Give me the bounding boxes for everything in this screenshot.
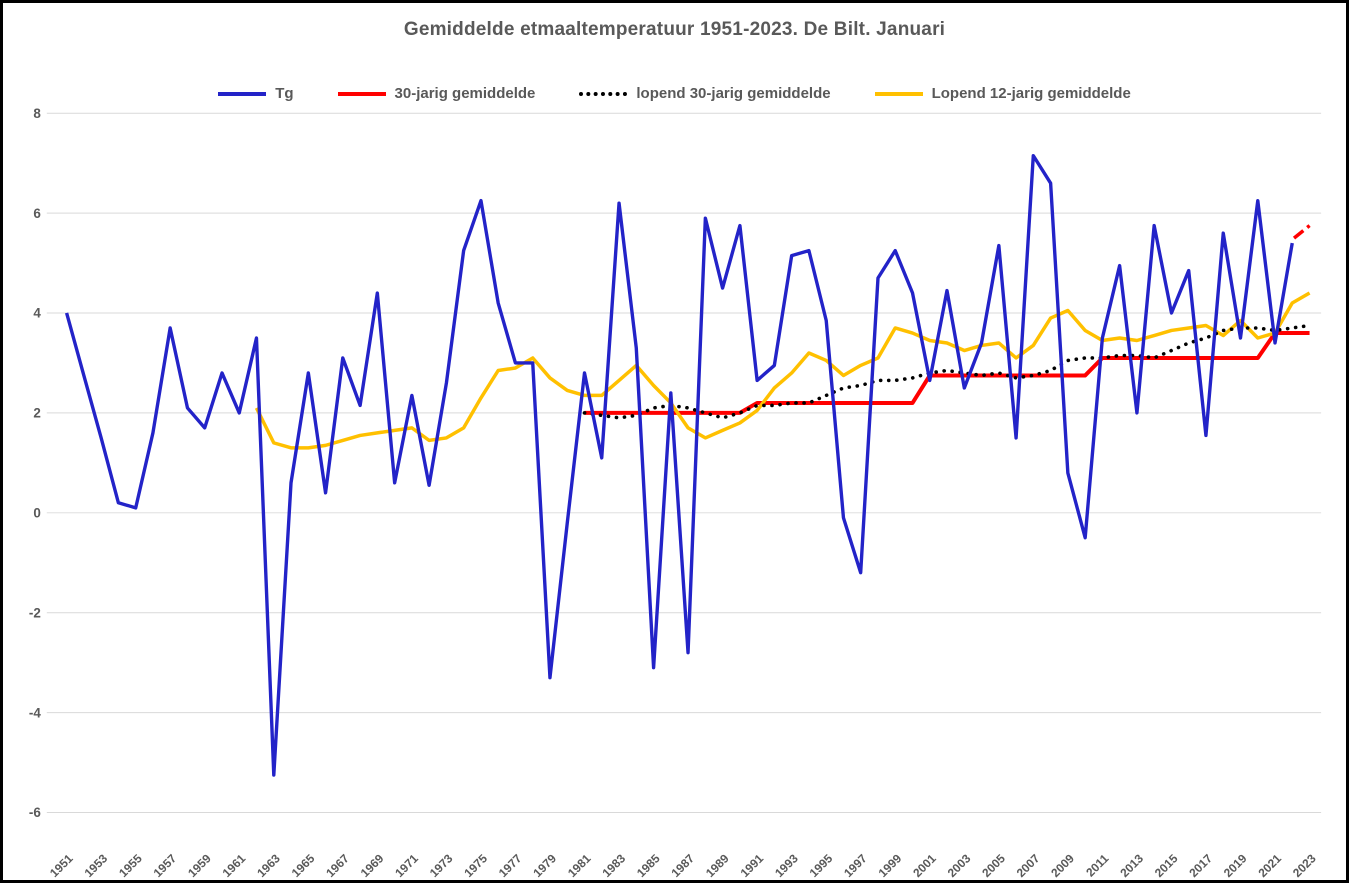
series-lopend-12-jarig-gemiddelde: [254, 291, 1311, 450]
x-tick-label: 1973: [427, 851, 456, 880]
x-tick-label: 1979: [530, 851, 559, 880]
x-tick-label: 2023: [1290, 851, 1319, 880]
x-tick-label: 1963: [254, 851, 283, 880]
legend-line-sample: [579, 91, 628, 96]
x-tick-label: 1967: [323, 851, 352, 880]
x-tick-label: 1993: [772, 851, 801, 880]
legend-label: lopend 30-jarig gemiddelde: [636, 85, 831, 102]
legend-label: 30-jarig gemiddelde: [394, 85, 536, 102]
x-tick-label: 1985: [634, 851, 663, 880]
x-tick-label: 2019: [1221, 851, 1250, 880]
x-tick-label: 1981: [565, 851, 594, 880]
x-tick-label: 2021: [1255, 851, 1284, 880]
x-tick-label: 2009: [1048, 851, 1077, 880]
y-tick-label: 4: [33, 306, 41, 321]
x-tick-label: 1977: [496, 851, 525, 880]
x-tick-label: 2017: [1186, 851, 1215, 880]
legend-line-sample: [218, 91, 267, 96]
legend-item-tg: Tg: [218, 85, 294, 102]
y-tick-label: -4: [29, 705, 41, 720]
x-tick-label: 2013: [1117, 851, 1146, 880]
x-tick-label: 2011: [1083, 851, 1111, 879]
x-tick-label: 1983: [599, 851, 628, 880]
x-tick-label: 2001: [910, 851, 939, 880]
series-tg: [64, 153, 1294, 777]
chart-legend: Tg 30-jarig gemiddelde lopend 30-jarig gem…: [3, 85, 1346, 102]
x-tick-label: 1955: [116, 851, 145, 880]
x-tick-label: 1951: [47, 851, 76, 880]
legend-label: Tg: [275, 85, 294, 102]
y-tick-label: -2: [29, 606, 41, 621]
x-tick-label: 2003: [945, 851, 974, 880]
x-tick-label: 2005: [979, 851, 1008, 880]
x-tick-label: 1989: [703, 851, 732, 880]
x-tick-label: 1959: [185, 851, 214, 880]
legend-item-lopend-30-jarig-gemiddelde: lopend 30-jarig gemiddelde: [579, 85, 831, 102]
x-tick-label: 1995: [807, 851, 836, 880]
x-tick-label: 1971: [392, 851, 421, 880]
x-tick-label: 2007: [1014, 851, 1043, 880]
x-tick-label: 1965: [289, 851, 318, 880]
y-tick-label: 6: [33, 206, 40, 221]
chart-title: Gemiddelde etmaaltemperatuur 1951-2023. …: [403, 19, 946, 40]
legend-item-lopend-12-jarig-gemiddelde: Lopend 12-jarig gemiddelde: [874, 85, 1131, 102]
x-tick-label: 1999: [876, 851, 905, 880]
x-tick-label: 1975: [461, 851, 490, 880]
x-tick-label: 2015: [1152, 851, 1181, 880]
x-tick-label: 1991: [738, 851, 767, 880]
legend-line-sample: [874, 91, 923, 96]
y-tick-label: 2: [33, 406, 40, 421]
y-tick-label: -6: [29, 805, 41, 820]
x-tick-label: 1953: [82, 851, 111, 880]
legend-item-30-jarig-gemiddelde: 30-jarig gemiddelde: [337, 85, 536, 102]
series-tg-2023-voorlopig-gestippeld-rood-: [1292, 224, 1311, 240]
legend-label: Lopend 12-jarig gemiddelde: [931, 85, 1131, 102]
legend-line-sample: [337, 91, 386, 96]
x-tick-label: 1987: [668, 851, 697, 880]
x-tick-label: 1969: [358, 851, 387, 880]
y-tick-label: 0: [33, 506, 40, 521]
y-tick-label: 8: [33, 106, 41, 121]
x-tick-label: 1961: [220, 851, 249, 880]
x-tick-label: 1957: [151, 851, 180, 880]
x-tick-label: 1997: [841, 851, 870, 880]
